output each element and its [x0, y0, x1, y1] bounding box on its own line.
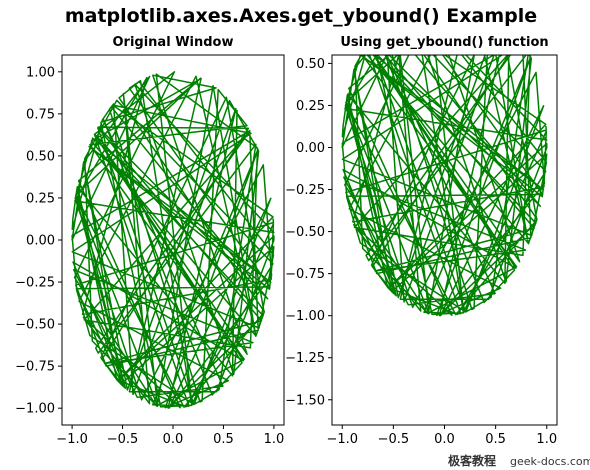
y-tick-label: −0.50 — [285, 225, 325, 240]
series-line — [71, 71, 275, 409]
x-tick-label: 0.5 — [485, 432, 506, 447]
y-tick-label: −0.75 — [285, 267, 325, 282]
y-tick-label: −0.50 — [15, 318, 55, 333]
watermark-brand: 极客教程 — [448, 453, 496, 468]
y-tick-label: −0.25 — [15, 276, 55, 291]
y-tick-label: −0.25 — [285, 183, 325, 198]
y-tick-label: −0.75 — [15, 360, 55, 375]
watermark-site: geek-docs.com — [510, 455, 590, 468]
y-tick-label: 0.25 — [26, 191, 55, 206]
x-tick-label: 1.0 — [264, 432, 285, 447]
x-tick-label: 1.0 — [536, 432, 557, 447]
y-tick-label: −1.00 — [285, 309, 325, 324]
y-tick-label: 0.00 — [26, 234, 55, 249]
watermark: 极客教程 geek-docs.com — [448, 453, 590, 468]
y-tick-label: −1.00 — [15, 402, 55, 417]
x-tick-label: −1.0 — [326, 432, 358, 447]
x-tick-label: −1.0 — [56, 432, 88, 447]
y-tick-label: 0.25 — [296, 99, 325, 114]
y-tick-label: 1.00 — [26, 65, 55, 80]
x-tick-label: 0.0 — [434, 432, 455, 447]
y-tick-label: 0.00 — [296, 141, 325, 156]
x-tick-label: −0.5 — [378, 432, 410, 447]
axes-title: Using get_ybound() function — [340, 35, 548, 50]
y-tick-label: −1.25 — [285, 351, 325, 366]
y-tick-label: 0.50 — [296, 57, 325, 72]
figure-title: matplotlib.axes.Axes.get_ybound() Exampl… — [65, 5, 537, 27]
y-tick-label: −1.50 — [285, 393, 325, 408]
axes-original-window: Original Window −1.0 −0.5 0.0 0.5 1.0 −1.00 −0.… — [15, 35, 285, 447]
y-tick-label: 0.75 — [26, 107, 55, 122]
y-tick-label: 0.50 — [26, 149, 55, 164]
axes-using-get-ybound: Using get_ybound() function −1.0 −0.5 0.0 0.… — [285, 35, 558, 447]
x-tick-label: 0.0 — [163, 432, 184, 447]
x-tick-label: −0.5 — [107, 432, 139, 447]
x-tick-label: 0.5 — [213, 432, 234, 447]
axes-title: Original Window — [113, 35, 234, 50]
